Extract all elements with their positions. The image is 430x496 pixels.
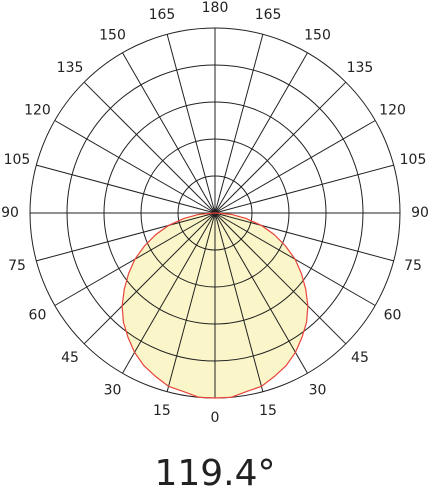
grid-spoke: [214, 164, 394, 214]
angle-label: 60: [29, 308, 47, 324]
angle-label: 105: [400, 152, 427, 168]
angle-label: 75: [8, 258, 26, 274]
angle-label: 135: [57, 60, 84, 76]
grid-spoke: [214, 212, 308, 374]
angle-label: 30: [104, 383, 122, 399]
grid-spoke: [214, 212, 347, 345]
grid-spoke: [214, 81, 347, 214]
angle-label: 30: [309, 383, 327, 399]
angle-label: 0: [211, 410, 220, 426]
grid-spoke: [214, 34, 264, 214]
angle-label: 120: [24, 103, 51, 119]
grid-spoke: [166, 34, 216, 214]
chart-title: 119.4°: [154, 453, 275, 494]
angle-label: 180: [202, 0, 229, 16]
angle-label: 75: [404, 258, 422, 274]
angle-label: 45: [351, 350, 369, 366]
angle-label: 90: [1, 205, 19, 221]
grid-spoke: [214, 120, 376, 214]
grid-spoke: [54, 120, 216, 214]
angle-label: 165: [255, 7, 282, 23]
grid-spoke: [36, 164, 216, 214]
intensity-outline: [121, 212, 309, 399]
angle-label: 60: [384, 308, 402, 324]
grid-spoke: [83, 212, 216, 345]
angle-label: 105: [4, 152, 31, 168]
angle-label: 150: [304, 27, 331, 43]
grid-spoke: [83, 81, 216, 214]
grid-spoke: [214, 212, 394, 262]
angle-label: 135: [347, 60, 374, 76]
angle-label: 15: [259, 403, 277, 419]
grid-spoke: [122, 52, 216, 214]
angle-label: 165: [149, 7, 176, 23]
angle-label: 150: [99, 27, 126, 43]
grid-spoke: [122, 212, 216, 374]
angle-label: 120: [379, 103, 406, 119]
grid-spoke: [36, 212, 216, 262]
grid-spoke: [214, 212, 264, 392]
angle-label: 45: [61, 350, 79, 366]
grid-spoke: [214, 52, 308, 214]
grid-spoke: [166, 212, 216, 392]
angle-label: 90: [411, 205, 429, 221]
angle-label: 15: [153, 403, 171, 419]
